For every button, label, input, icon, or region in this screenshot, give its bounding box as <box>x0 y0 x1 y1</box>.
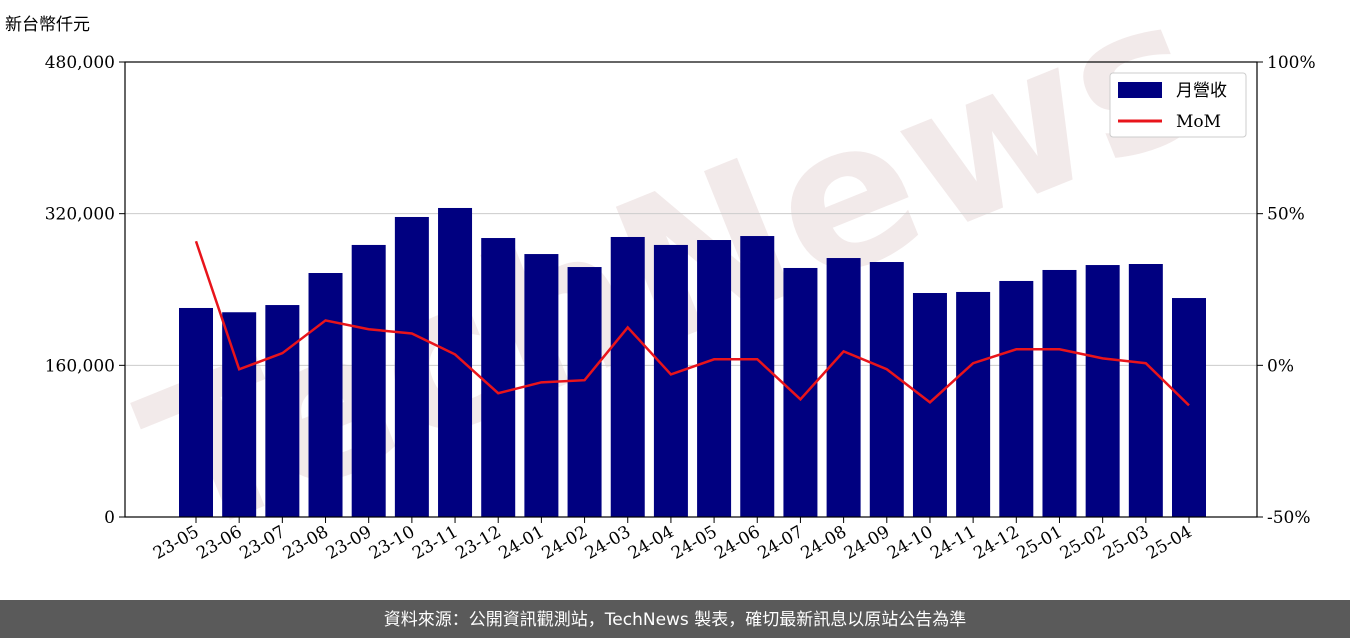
y-tick-label: 160,000 <box>45 356 115 376</box>
bar <box>869 262 904 517</box>
bar <box>222 312 257 517</box>
bar <box>567 267 602 517</box>
y2-tick-label: 50% <box>1267 205 1305 225</box>
y-tick-label: 320,000 <box>45 205 115 225</box>
bar <box>653 244 688 517</box>
bar <box>179 307 213 517</box>
bar <box>438 207 473 517</box>
bar <box>956 291 991 517</box>
legend-label: 月營收 <box>1176 81 1227 101</box>
y2-tick-label: 100% <box>1267 53 1316 73</box>
bar <box>1128 264 1163 517</box>
x-tick-label: 24-10 <box>884 522 936 564</box>
x-tick-label: 23-12 <box>452 522 504 564</box>
bar <box>740 236 775 517</box>
bar <box>826 258 861 517</box>
x-tick-label: 24-01 <box>495 522 547 564</box>
legend-swatch <box>1118 82 1162 98</box>
x-tick-label: 24-07 <box>754 522 806 564</box>
x-tick-label: 25-02 <box>1057 522 1109 564</box>
x-tick-label: 25-01 <box>1014 522 1066 564</box>
x-tick-label: 24-12 <box>970 522 1022 564</box>
bar <box>1042 269 1077 517</box>
y-axis-label: 新台幣仟元 <box>5 15 90 35</box>
bar <box>697 240 732 518</box>
x-tick-label: 24-03 <box>582 522 634 564</box>
x-tick-label: 24-11 <box>927 522 979 564</box>
x-tick-label: 24-09 <box>841 522 893 564</box>
x-tick-label: 25-04 <box>1143 522 1195 564</box>
footer-text: 資料來源：公開資訊觀測站，TechNews 製表，確切最新訊息以原站公告為準 <box>384 610 966 630</box>
x-tick-label: 24-02 <box>539 522 591 564</box>
bar <box>1085 265 1120 517</box>
footer-bar <box>0 600 1350 638</box>
y-tick-label: 0 <box>104 508 115 528</box>
bar <box>999 280 1034 517</box>
x-tick-label: 24-08 <box>798 522 850 564</box>
bar <box>481 238 516 517</box>
x-tick-label: 24-04 <box>625 522 677 564</box>
bar <box>265 305 300 517</box>
y2-tick-label: -50% <box>1267 508 1311 528</box>
y2-tick-label: 0% <box>1267 356 1294 376</box>
x-tick-label: 23-11 <box>409 522 461 564</box>
x-tick-label: 23-10 <box>366 522 418 564</box>
x-tick-label: 25-03 <box>1100 522 1152 564</box>
bar <box>912 293 947 517</box>
legend-label: MoM <box>1176 112 1221 132</box>
bar <box>783 267 818 517</box>
y-tick-label: 480,000 <box>45 53 115 73</box>
bar <box>308 273 343 517</box>
plot-frame <box>124 61 1258 518</box>
bar <box>1172 298 1206 517</box>
bar <box>351 244 386 517</box>
x-tick-label: 24-06 <box>711 522 763 564</box>
line <box>194 240 1190 407</box>
bar <box>610 236 645 517</box>
x-tick-label: 24-05 <box>668 522 720 564</box>
bar <box>394 216 429 517</box>
